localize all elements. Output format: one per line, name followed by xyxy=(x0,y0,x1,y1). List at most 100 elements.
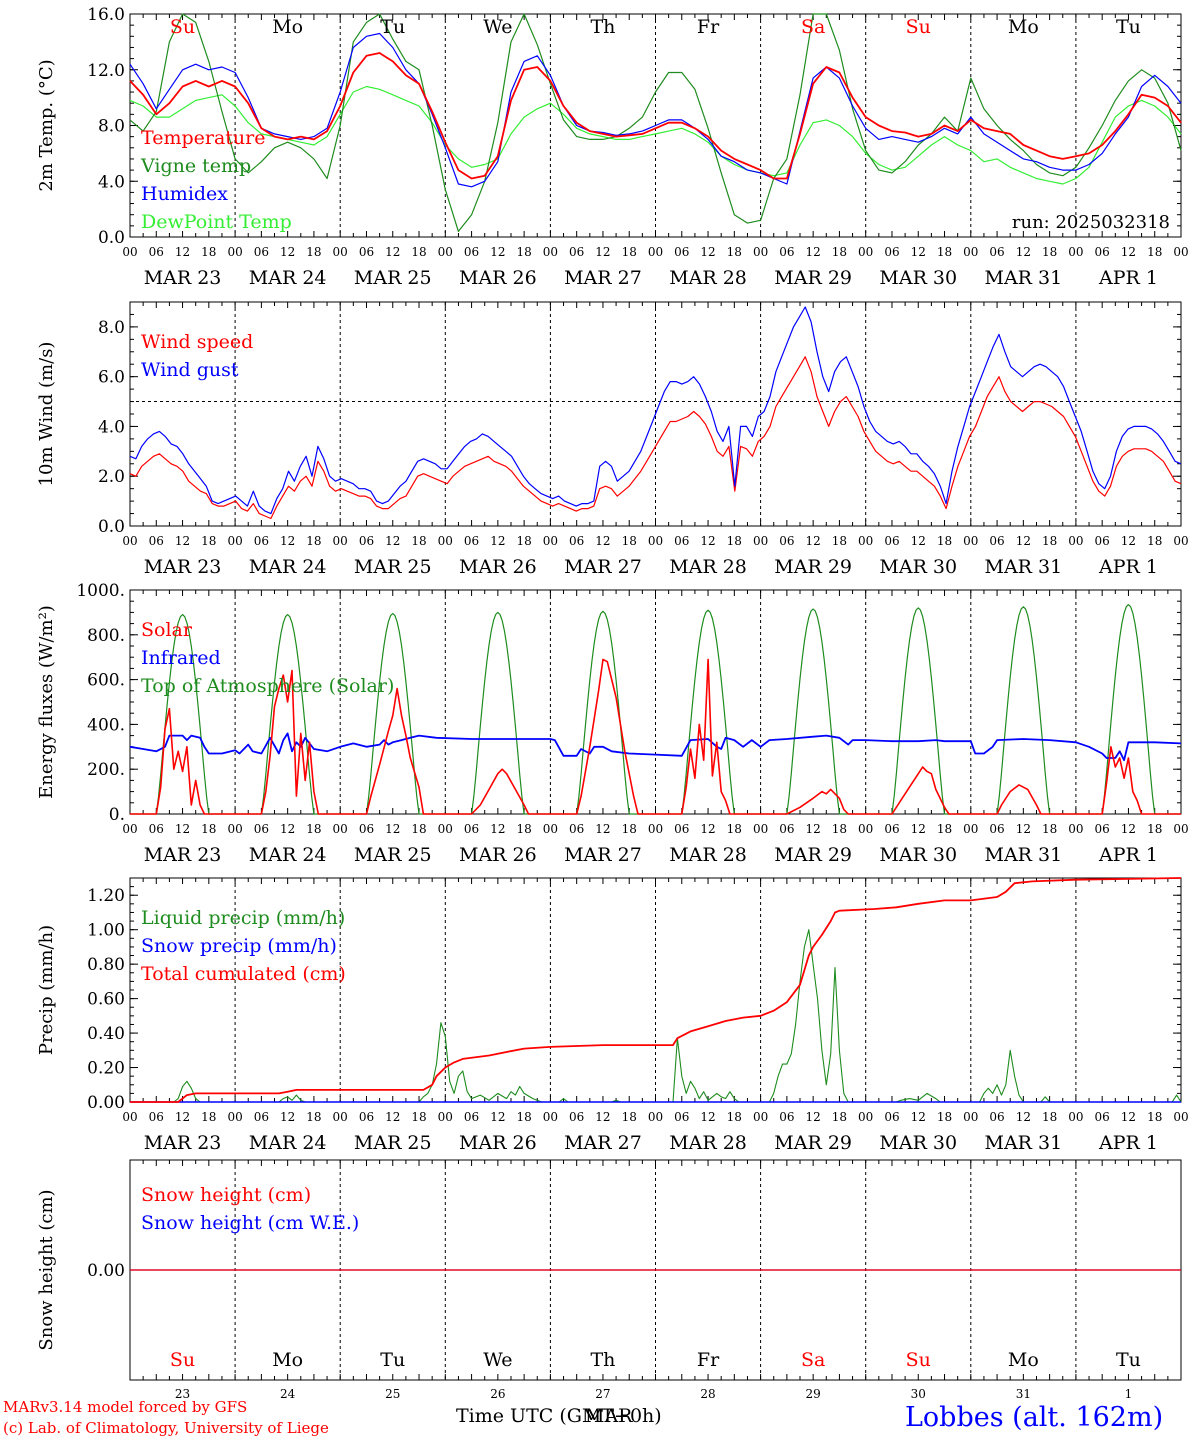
hour-tick-label: 18 xyxy=(622,1110,637,1124)
energy-tick-label: 600. xyxy=(87,671,125,691)
date-label: MAR 31 xyxy=(984,844,1062,866)
hour-tick-label: 18 xyxy=(622,822,637,836)
day-abbr-top: Tu xyxy=(1116,16,1141,38)
wind-tick-label: 6.0 xyxy=(98,368,125,388)
date-label: MAR 25 xyxy=(354,844,432,866)
time-axis-label: Time UTC (GMT+0h) xyxy=(456,1405,662,1427)
wind-tick-label: 4.0 xyxy=(98,417,125,437)
date-label: MAR 27 xyxy=(564,556,642,578)
date-label: MAR 27 xyxy=(564,267,642,289)
day-abbr-top: We xyxy=(483,16,512,38)
date-label: MAR 31 xyxy=(984,267,1062,289)
date-label: MAR 29 xyxy=(774,1132,852,1154)
day-abbr-bottom: Su xyxy=(906,1349,931,1371)
energy-tick-label: 200. xyxy=(87,760,125,780)
hour-tick-label: 18 xyxy=(411,1110,426,1124)
hour-tick-label: 18 xyxy=(201,245,216,259)
hour-tick-label: 00 xyxy=(753,822,768,836)
hour-tick-label: 12 xyxy=(1016,1110,1031,1124)
day-abbr-top: Mo xyxy=(272,16,303,38)
hour-tick-label: 12 xyxy=(911,822,926,836)
hour-tick-label: 00 xyxy=(963,534,978,548)
hour-tick-label: 12 xyxy=(1016,245,1031,259)
hour-tick-label: 12 xyxy=(280,245,295,259)
energy-legend-0: Solar xyxy=(141,619,193,641)
wind-tick-label: 2.0 xyxy=(98,467,125,487)
date-label: MAR 28 xyxy=(669,1132,747,1154)
time-axis-overlay: MAR xyxy=(585,1405,633,1427)
date-label: MAR 31 xyxy=(984,1132,1062,1154)
hour-tick-label: 18 xyxy=(832,1110,847,1124)
date-label: MAR 27 xyxy=(564,1132,642,1154)
hour-tick-label: 12 xyxy=(700,245,715,259)
hour-tick-label: 00 xyxy=(963,245,978,259)
temp-tick-label: 8.0 xyxy=(98,117,125,137)
day-abbr-bottom: Su xyxy=(170,1349,195,1371)
temp-series-vigne-temp xyxy=(129,13,1182,232)
date-label: MAR 24 xyxy=(249,556,327,578)
wind-legend-1: Wind gust xyxy=(141,359,239,381)
hour-tick-label: 06 xyxy=(569,1110,584,1124)
temp-legend-3: DewPoint Temp xyxy=(141,211,292,233)
snow-tick-label: 0.00 xyxy=(87,1261,125,1281)
day-number: 1 xyxy=(1125,1387,1133,1401)
hour-tick-label: 06 xyxy=(149,534,164,548)
day-number: 26 xyxy=(490,1387,505,1401)
hour-tick-label: 18 xyxy=(411,822,426,836)
hour-tick-label: 00 xyxy=(227,1110,242,1124)
hour-tick-label: 06 xyxy=(464,245,479,259)
wind-legend-0: Wind speed xyxy=(141,331,253,353)
temp-tick-label: 4.0 xyxy=(98,172,125,192)
hour-tick-label: 12 xyxy=(385,245,400,259)
station-name: Lobbes (alt. 162m) xyxy=(905,1402,1164,1433)
hour-tick-label: 06 xyxy=(254,822,269,836)
wind-gust-line xyxy=(129,306,1182,515)
day-number: 27 xyxy=(595,1387,610,1401)
hour-tick-label: 06 xyxy=(464,822,479,836)
hour-tick-label: 06 xyxy=(884,822,899,836)
hour-tick-label: 18 xyxy=(306,822,321,836)
cumulated-precip-line xyxy=(130,877,1182,1103)
day-abbr-bottom: Fr xyxy=(697,1349,720,1371)
hour-tick-label: 06 xyxy=(149,245,164,259)
date-label: MAR 25 xyxy=(354,267,432,289)
hour-tick-label: 18 xyxy=(1042,822,1057,836)
hour-tick-label: 00 xyxy=(648,534,663,548)
date-label: APR 1 xyxy=(1098,267,1158,289)
hour-tick-label: 00 xyxy=(648,245,663,259)
hour-tick-label: 00 xyxy=(1068,245,1083,259)
hour-tick-label: 12 xyxy=(700,822,715,836)
hour-tick-label: 12 xyxy=(490,534,505,548)
hour-tick-label: 18 xyxy=(937,534,952,548)
hour-tick-label: 06 xyxy=(884,534,899,548)
day-abbr-bottom: Tu xyxy=(1116,1349,1141,1371)
hour-tick-label: 00 xyxy=(963,822,978,836)
day-abbr-top: Th xyxy=(590,16,615,38)
temp-series-humidex xyxy=(129,32,1182,188)
day-abbr-bottom: Mo xyxy=(272,1349,303,1371)
date-label: MAR 24 xyxy=(249,844,327,866)
temp-series-temperature xyxy=(129,52,1182,180)
hour-tick-label: 00 xyxy=(333,534,348,548)
hour-tick-label: 06 xyxy=(674,534,689,548)
solar-line xyxy=(130,658,1181,815)
day-abbr-top: Mo xyxy=(1008,16,1039,38)
hour-tick-label: 12 xyxy=(1016,534,1031,548)
hour-tick-label: 18 xyxy=(1042,534,1057,548)
hour-tick-label: 00 xyxy=(438,1110,453,1124)
precip-tick-label: 0.80 xyxy=(87,955,125,975)
snow-legend-0: Snow height (cm) xyxy=(141,1184,311,1206)
date-label: MAR 29 xyxy=(774,556,852,578)
wind-y-axis-label: 10m Wind (m/s) xyxy=(36,342,57,487)
hour-tick-label: 06 xyxy=(779,534,794,548)
hour-tick-label: 12 xyxy=(911,245,926,259)
hour-tick-label: 00 xyxy=(1173,245,1188,259)
hour-tick-label: 18 xyxy=(516,245,531,259)
hour-tick-label: 18 xyxy=(937,245,952,259)
hour-tick-label: 00 xyxy=(1173,534,1188,548)
hour-tick-label: 18 xyxy=(516,1110,531,1124)
wind-tick-label: 0.0 xyxy=(98,517,125,537)
hour-tick-label: 18 xyxy=(1147,1110,1162,1124)
date-label: MAR 26 xyxy=(459,267,537,289)
date-label: MAR 23 xyxy=(144,556,222,578)
